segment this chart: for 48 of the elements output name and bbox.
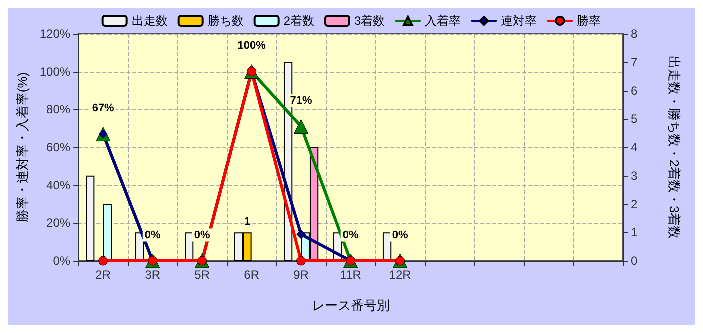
y2-tick-label: 6: [631, 84, 638, 98]
x-tick-label: 5R: [194, 268, 210, 282]
x-tick-label: 11R: [340, 268, 362, 282]
x-tick-label: 12R: [389, 268, 412, 282]
point: [296, 230, 306, 240]
data-label: 71%: [290, 94, 313, 107]
y2-axis-title: 出走数・勝ち数・2着数・3着数: [667, 56, 682, 240]
point: [296, 256, 306, 266]
x-tick-label: 6R: [244, 268, 260, 282]
y2-tick-label: 5: [631, 112, 638, 126]
x-tick-label: 3R: [145, 268, 161, 282]
bar: [86, 176, 95, 261]
legend-label: 連対率: [501, 14, 538, 28]
y-tick-label: 80%: [46, 102, 71, 117]
data-label: 0%: [144, 229, 161, 242]
y-axis-title: 勝率・連対率・入着率(%): [15, 72, 30, 223]
y2-tick-label: 1: [631, 226, 638, 240]
y-tick-label: 0%: [53, 254, 71, 268]
legend-label: 3着数: [354, 14, 386, 28]
legend-label: 勝率: [577, 14, 602, 28]
x-tick-label: 9R: [294, 268, 310, 282]
y-tick-label: 60%: [46, 140, 71, 154]
point: [98, 256, 108, 266]
data-label: 1: [244, 216, 251, 228]
legend-label: 2着数: [284, 14, 315, 28]
data-label: 0%: [342, 229, 359, 242]
bar: [382, 232, 392, 261]
legend-label: 出走数: [132, 14, 168, 28]
x-tick-label: 2R: [96, 268, 112, 282]
y-tick-label: 40%: [46, 178, 71, 192]
y2-tick-label: 8: [631, 27, 638, 41]
y-tick-label: 20%: [46, 216, 71, 230]
data-label: 100%: [238, 40, 266, 52]
legend-label: 入着率: [425, 14, 462, 28]
y-tick-label: 100%: [40, 64, 71, 79]
y-tick-label: 120%: [40, 27, 71, 41]
y2-tick-label: 0: [631, 254, 638, 268]
point: [294, 119, 309, 134]
data-label: 0%: [194, 229, 210, 242]
y2-tick-label: 2: [631, 197, 638, 212]
y2-tick-label: 7: [631, 55, 638, 70]
y2-tick-label: 4: [631, 140, 638, 154]
data-label: 67%: [92, 102, 115, 115]
legend-label: 勝ち数: [208, 14, 244, 28]
bar: [185, 232, 194, 261]
x-axis-title: レース番号別: [312, 298, 390, 313]
y2-tick-label: 3: [631, 168, 638, 183]
data-label: 0%: [392, 229, 408, 242]
